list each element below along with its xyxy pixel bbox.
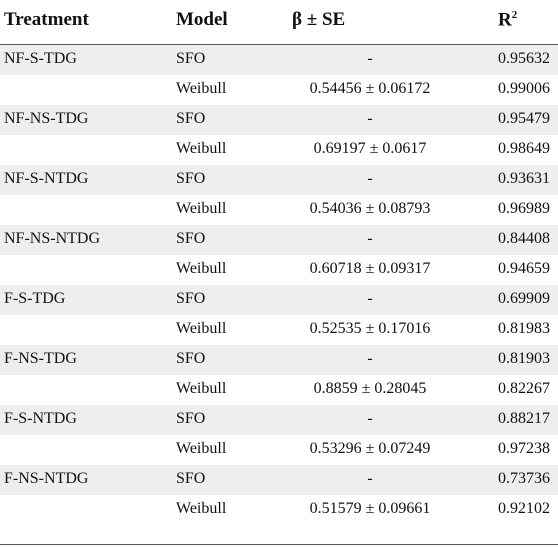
beta-se-cell: 0.51579 ± 0.09661 bbox=[309, 500, 431, 517]
r-squared-cell: 0.84408 bbox=[498, 230, 550, 247]
r-squared-cell: 0.96989 bbox=[498, 200, 550, 217]
model-cell: SFO bbox=[176, 410, 206, 427]
beta-se-cell: - bbox=[367, 350, 373, 367]
r-squared-cell: 0.81983 bbox=[498, 320, 550, 337]
header-model: Model bbox=[176, 9, 228, 30]
table-header: Treatment Model β ± SE R2 bbox=[0, 0, 558, 45]
beta-se-cell: - bbox=[367, 230, 373, 247]
table-row: F-S-TDG SFO - 0.69909 bbox=[0, 285, 558, 315]
r-squared-cell: 0.81903 bbox=[498, 350, 550, 367]
treatment-cell: NF-S-NTDG bbox=[4, 170, 89, 187]
r-squared-cell: 0.88217 bbox=[498, 410, 550, 427]
r-squared-cell: 0.92102 bbox=[498, 500, 550, 517]
table-row: Weibull 0.51579 ± 0.09661 0.92102 bbox=[0, 495, 558, 525]
table-row: F-NS-NTDG SFO - 0.73736 bbox=[0, 465, 558, 495]
table-body: NF-S-TDG SFO - 0.95632 Weibull 0.54456 ± 0.06… bbox=[0, 45, 558, 525]
treatment-cell: NF-S-TDG bbox=[4, 50, 77, 67]
r-squared-cell: 0.94659 bbox=[498, 260, 550, 277]
model-cell: SFO bbox=[176, 290, 206, 307]
table-row: Weibull 0.8859 ± 0.28045 0.82267 bbox=[0, 375, 558, 405]
treatment-cell: F-S-TDG bbox=[4, 290, 66, 307]
beta-se-cell: 0.69197 ± 0.0617 bbox=[313, 140, 427, 157]
model-cell: SFO bbox=[176, 110, 206, 127]
r-squared-cell: 0.97238 bbox=[498, 440, 550, 457]
r-squared-cell: 0.99006 bbox=[498, 80, 550, 97]
beta-se-cell: - bbox=[367, 170, 373, 187]
table-row: Weibull 0.69197 ± 0.0617 0.98649 bbox=[0, 135, 558, 165]
r-squared-cell: 0.73736 bbox=[498, 470, 550, 487]
treatment-cell: F-NS-NTDG bbox=[4, 470, 89, 487]
treatment-cell: F-S-NTDG bbox=[4, 410, 77, 427]
beta-se-cell: 0.54456 ± 0.06172 bbox=[309, 80, 431, 97]
model-cell: Weibull bbox=[176, 200, 227, 217]
table-row: Weibull 0.54036 ± 0.08793 0.96989 bbox=[0, 195, 558, 225]
treatment-cell: NF-NS-TDG bbox=[4, 110, 89, 127]
model-cell: SFO bbox=[176, 350, 206, 367]
table-row: Weibull 0.54456 ± 0.06172 0.99006 bbox=[0, 75, 558, 105]
table-row: NF-NS-TDG SFO - 0.95479 bbox=[0, 105, 558, 135]
model-cell: SFO bbox=[176, 230, 206, 247]
header-beta-se: β ± SE bbox=[292, 9, 346, 30]
results-table: Treatment Model β ± SE R2 NF-S-TDG SFO - 0.… bbox=[0, 0, 558, 525]
r-squared-cell: 0.98649 bbox=[498, 140, 550, 157]
beta-se-cell: - bbox=[367, 110, 373, 127]
table-row: Weibull 0.52535 ± 0.17016 0.81983 bbox=[0, 315, 558, 345]
beta-se-cell: 0.53296 ± 0.07249 bbox=[309, 440, 431, 457]
model-cell: SFO bbox=[176, 170, 206, 187]
model-cell: SFO bbox=[176, 50, 206, 67]
table-row: NF-NS-NTDG SFO - 0.84408 bbox=[0, 225, 558, 255]
beta-se-cell: 0.8859 ± 0.28045 bbox=[313, 380, 427, 397]
table-row: Weibull 0.60718 ± 0.09317 0.94659 bbox=[0, 255, 558, 285]
model-cell: Weibull bbox=[176, 80, 227, 97]
beta-se-cell: 0.52535 ± 0.17016 bbox=[309, 320, 431, 337]
beta-se-cell: - bbox=[367, 470, 373, 487]
beta-se-cell: - bbox=[367, 290, 373, 307]
table-row: NF-S-TDG SFO - 0.95632 bbox=[0, 45, 558, 75]
treatment-cell: NF-NS-NTDG bbox=[4, 230, 100, 247]
beta-se-cell: 0.60718 ± 0.09317 bbox=[309, 260, 431, 277]
beta-se-cell: - bbox=[367, 410, 373, 427]
r-squared-cell: 0.69909 bbox=[498, 290, 550, 307]
bottom-rule bbox=[0, 544, 558, 545]
model-cell: Weibull bbox=[176, 260, 227, 277]
table-row: F-S-NTDG SFO - 0.88217 bbox=[0, 405, 558, 435]
model-cell: Weibull bbox=[176, 440, 227, 457]
r-squared-cell: 0.95479 bbox=[498, 110, 550, 127]
model-cell: Weibull bbox=[176, 500, 227, 517]
model-cell: SFO bbox=[176, 470, 206, 487]
table-row: F-NS-TDG SFO - 0.81903 bbox=[0, 345, 558, 375]
header-treatment: Treatment bbox=[4, 9, 89, 30]
r-squared-cell: 0.93631 bbox=[498, 170, 550, 187]
treatment-cell: F-NS-TDG bbox=[4, 350, 77, 367]
model-cell: Weibull bbox=[176, 380, 227, 397]
table-row: Weibull 0.53296 ± 0.07249 0.97238 bbox=[0, 435, 558, 465]
table-row: NF-S-NTDG SFO - 0.93631 bbox=[0, 165, 558, 195]
model-cell: Weibull bbox=[176, 140, 227, 157]
r-squared-cell: 0.82267 bbox=[498, 380, 550, 397]
r-squared-cell: 0.95632 bbox=[498, 50, 550, 67]
beta-se-cell: - bbox=[367, 50, 373, 67]
header-r2-base: R bbox=[498, 9, 512, 31]
beta-se-cell: 0.54036 ± 0.08793 bbox=[309, 200, 431, 217]
model-cell: Weibull bbox=[176, 320, 227, 337]
header-r-squared: R2 bbox=[498, 9, 517, 31]
header-r2-superscript: 2 bbox=[511, 9, 518, 21]
